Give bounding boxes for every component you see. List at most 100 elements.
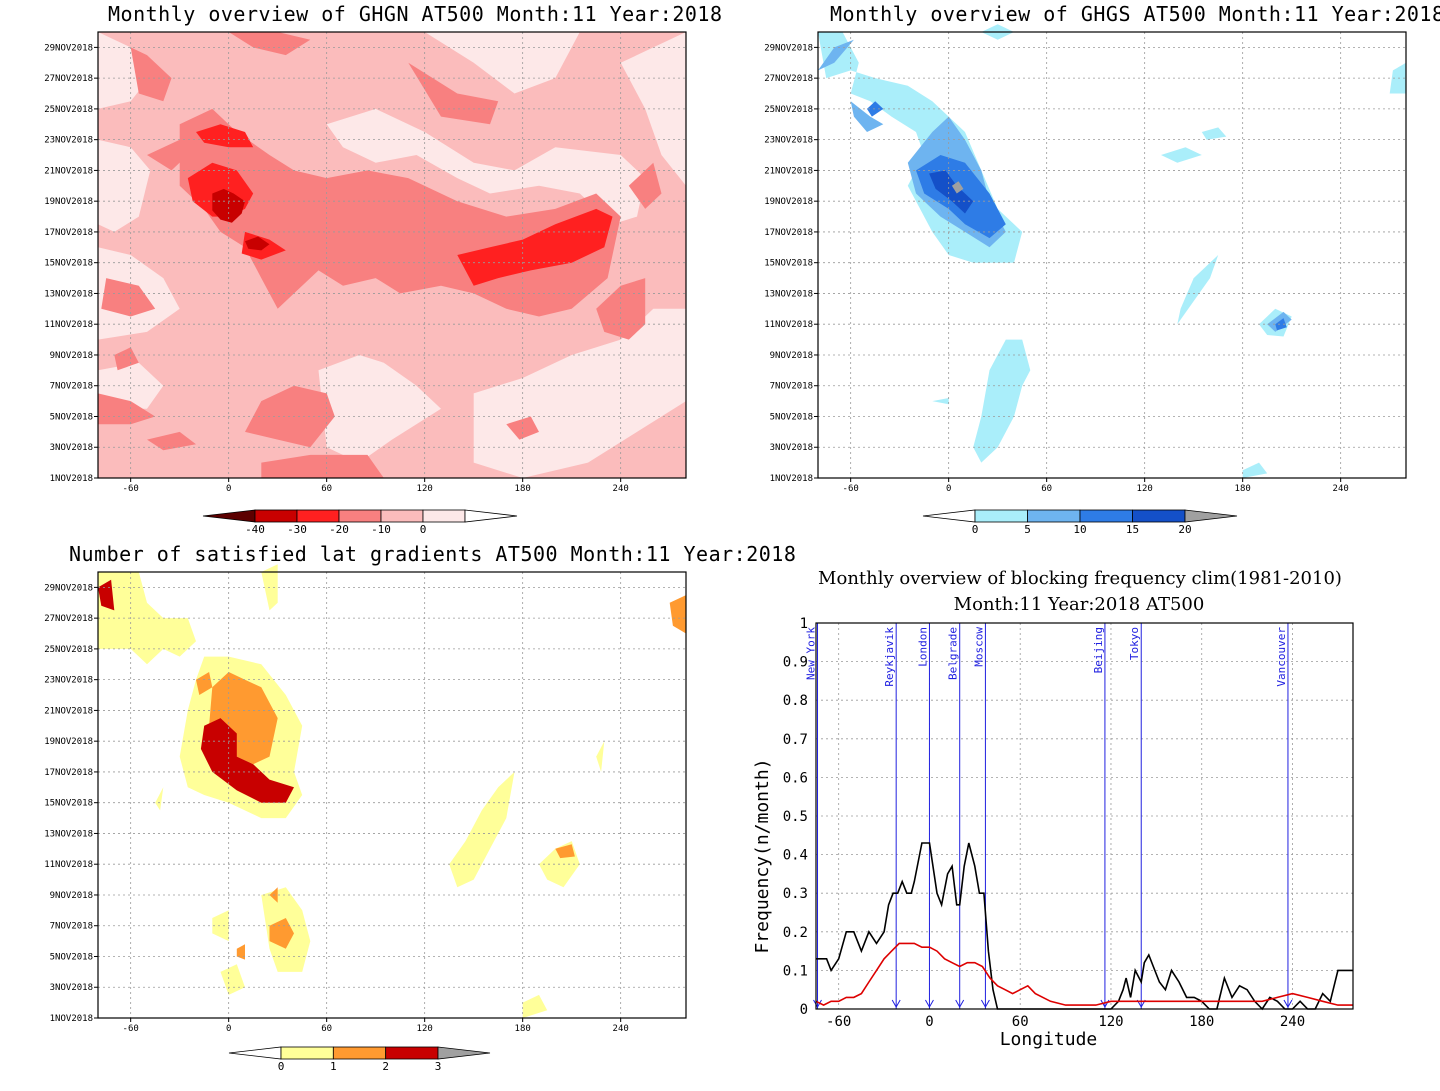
- latgrad-region: [98, 572, 196, 665]
- latgrad-ytick-label: 5NOV2018: [50, 952, 93, 962]
- latgrad-colorbar: 0 1 2 3: [228, 1046, 491, 1073]
- ghgs-chart: -60 0 60 120 180 240 1NOV2018 3NOV2018 5NOV2018 7…: [764, 24, 1407, 536]
- latgrad-cb-label: 0: [278, 1060, 285, 1073]
- ghgn-region: [261, 454, 384, 478]
- ghgn-ytick-label: 25NOV2018: [44, 105, 93, 115]
- ghgn-region: [457, 208, 613, 286]
- latgrad-cb-label: 2: [382, 1060, 389, 1073]
- ghgn-region: [147, 431, 196, 451]
- ghgn-ytick-label: 21NOV2018: [44, 166, 93, 176]
- ghgn-ytick-label: 15NOV2018: [44, 259, 93, 269]
- latgrad-region: [236, 944, 245, 960]
- blocking-xtick-label: 240: [1280, 1014, 1305, 1030]
- ghgs-cb-label: 20: [1178, 523, 1191, 536]
- blocking-city-label: New York: [805, 627, 818, 680]
- ghgs-ytick-label: 3NOV2018: [770, 443, 813, 453]
- ghgn-cb-end: [202, 509, 256, 523]
- ghgn-region: [130, 47, 172, 102]
- latgrad-ytick-label: 13NOV2018: [44, 829, 93, 839]
- ghgn-cb-label: 0: [420, 523, 427, 536]
- ghgn-xtick-label: 240: [613, 484, 629, 494]
- ghgs-region: [1275, 318, 1287, 331]
- latgrad-cb-segment: [385, 1046, 439, 1060]
- ghgn-ytick-label: 11NOV2018: [44, 320, 93, 330]
- latgrad-ytick-label: 25NOV2018: [44, 645, 93, 655]
- latgrad-cb-segment: [280, 1046, 334, 1060]
- ghgn-cb-segment: [338, 509, 382, 523]
- blocking-xtick-label: -60: [826, 1014, 851, 1030]
- blocking-ytick-label: 0.1: [783, 963, 808, 979]
- ghgs-ytick-label: 17NOV2018: [764, 228, 813, 238]
- latgrad-region: [212, 910, 229, 942]
- ghgn-cb-segment: [380, 509, 424, 523]
- ghgs-region: [1389, 62, 1406, 94]
- ghgs-colorbar: 0 5 10 15 20: [922, 509, 1238, 536]
- latgrad-chart: -60 0 60 120 180 2401NOV20183NOV20185NOV20187…: [44, 564, 687, 1073]
- blocking-series-line: [815, 942, 1353, 1006]
- ghgn-ytick-label: 7NOV2018: [50, 382, 93, 392]
- ghgs-cb-label: 0: [972, 523, 979, 536]
- ghgn-xtick-label: 0: [226, 484, 231, 494]
- blocking-ylabel: Frequency(n/month): [752, 758, 773, 953]
- latgrad-region: [522, 994, 548, 1018]
- ghgs-ytick-label: 27NOV2018: [764, 74, 813, 84]
- blocking-frame: [815, 622, 1354, 1010]
- ghgn-cb-segment: [296, 509, 340, 523]
- latgrad-ytick-label: 3NOV2018: [50, 983, 93, 993]
- ghgn-ytick-label: 3NOV2018: [50, 443, 93, 453]
- ghgn-cb-label: -30: [287, 523, 307, 536]
- ghgs-title: Monthly overview of GHGS AT500 Month:11 …: [830, 2, 1440, 26]
- ghgn-cb-end: [464, 509, 518, 523]
- ghgs-xtick-label: 240: [1333, 484, 1349, 494]
- blocking-city-arrow: [1136, 999, 1146, 1009]
- ghgs-xtick-label: -60: [843, 484, 859, 494]
- ghgs-cb-end: [1184, 509, 1238, 523]
- ghgs-cb-end: [922, 509, 976, 523]
- ghgn-cb-label: -40: [245, 523, 265, 536]
- blocking-panel: Monthly overview of blocking frequency c…: [720, 545, 1440, 1091]
- blocking-ytick-label: 1: [800, 616, 808, 632]
- latgrad-title: Number of satisfied lat gradients AT500 …: [69, 542, 797, 566]
- latgrad-ytick-label: 7NOV2018: [50, 922, 93, 932]
- ghgn-ytick-label: 27NOV2018: [44, 74, 93, 84]
- latgrad-ytick-label: 11NOV2018: [44, 860, 93, 870]
- latgrad-region: [269, 918, 294, 949]
- latgrad-ytick-label: 9NOV2018: [50, 891, 93, 901]
- ghgn-region: [98, 393, 156, 425]
- ghgn-frame: [97, 31, 687, 479]
- latgrad-cb-segment: [332, 1046, 387, 1060]
- latgrad-region: [555, 844, 575, 859]
- ghgn-panel: Monthly overview of GHGN AT500 Month:11 …: [0, 0, 722, 545]
- blocking-city-arrow: [955, 999, 965, 1009]
- ghgs-region: [929, 170, 974, 214]
- latgrad-cb-end: [437, 1046, 491, 1060]
- ghgs-region: [1161, 147, 1202, 163]
- blocking-ytick-label: 0.7: [783, 732, 808, 748]
- latgrad-ytick-label: 21NOV2018: [44, 706, 93, 716]
- latgrad-panel: Number of satisfied lat gradients AT500 …: [0, 542, 796, 1091]
- ghgn-cb-segment: [254, 509, 298, 523]
- ghgn-region: [101, 278, 156, 317]
- latgrad-region: [449, 771, 515, 888]
- latgrad-ytick-label: 27NOV2018: [44, 614, 93, 624]
- blocking-city-arrow: [813, 999, 822, 1009]
- latgrad-region: [98, 579, 115, 611]
- latgrad-cb-label: 3: [435, 1060, 442, 1073]
- ghgs-ytick-label: 5NOV2018: [770, 412, 813, 422]
- latgrad-region: [669, 595, 686, 634]
- ghgs-ytick-label: 29NOV2018: [764, 43, 813, 53]
- blocking-city-arrow: [891, 999, 901, 1009]
- blocking-subtitle: Month:11 Year:2018 AT500: [953, 594, 1205, 615]
- ghgs-cb-segment: [974, 509, 1028, 523]
- blocking-city-label: Belgrade: [947, 627, 960, 680]
- blocking-xtick-label: 120: [1098, 1014, 1123, 1030]
- ghgn-region: [147, 139, 196, 171]
- latgrad-region: [155, 787, 164, 811]
- ghgs-ytick-label: 19NOV2018: [764, 197, 813, 207]
- latgrad-xtick-label: 180: [515, 1024, 531, 1034]
- latgrad-ytick-label: 17NOV2018: [44, 768, 93, 778]
- latgrad-ytick-label: 1NOV2018: [50, 1014, 93, 1024]
- ghgn-region: [245, 236, 270, 251]
- ghgs-region: [1177, 255, 1219, 325]
- ghgs-ytick-label: 21NOV2018: [764, 166, 813, 176]
